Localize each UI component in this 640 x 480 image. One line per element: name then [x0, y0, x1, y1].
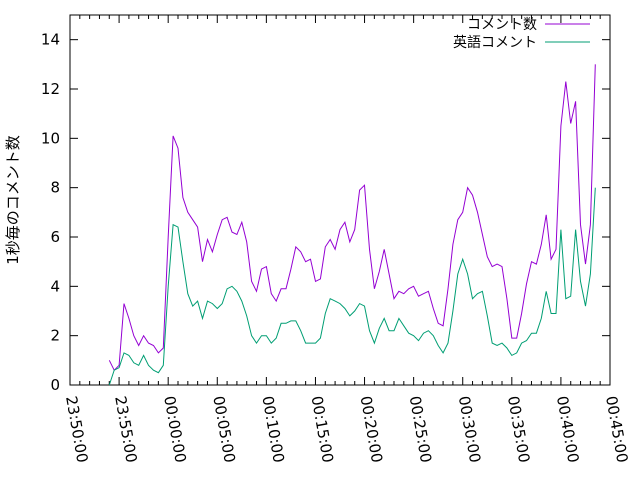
x-tick-label: 00:10:00 — [258, 395, 287, 464]
legend-label: 英語コメント — [453, 34, 537, 51]
legend-label: コメント数 — [467, 17, 537, 33]
x-tick-label: 00:05:00 — [209, 395, 238, 464]
y-tick-label: 0 — [50, 376, 60, 394]
y-tick-label: 4 — [50, 277, 60, 295]
plot-border — [69, 14, 611, 386]
series-line-1 — [108, 187, 596, 386]
x-tick-label: 00:40:00 — [553, 395, 582, 464]
x-tick-label: 00:20:00 — [357, 395, 386, 464]
y-tick-label: 2 — [50, 327, 60, 345]
x-tick-label: 23:50:00 — [62, 395, 91, 464]
y-tick-label: 8 — [50, 179, 60, 197]
x-tick-label: 00:45:00 — [602, 395, 631, 464]
x-tick-label: 23:55:00 — [111, 395, 140, 464]
y-tick-label: 10 — [41, 129, 60, 147]
series-line-0 — [108, 64, 596, 372]
x-tick-label: 00:30:00 — [455, 395, 484, 464]
y-tick-label: 12 — [41, 80, 60, 98]
x-tick-label: 00:00:00 — [160, 395, 189, 464]
y-tick-label: 14 — [41, 31, 60, 49]
x-tick-label: 00:25:00 — [406, 395, 435, 464]
y-tick-label: 6 — [50, 228, 60, 246]
x-tick-label: 00:15:00 — [308, 395, 337, 464]
x-tick-label: 00:35:00 — [504, 395, 533, 464]
y-axis-label: 1秒毎のコメント数 — [4, 135, 22, 265]
